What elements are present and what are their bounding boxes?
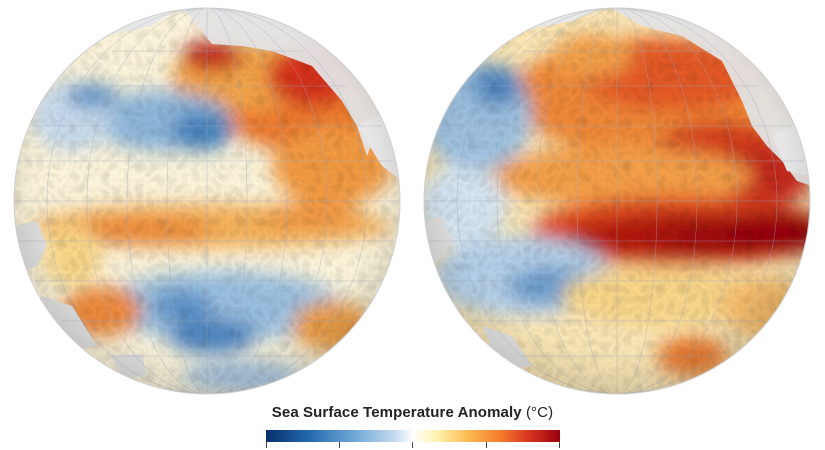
legend-unit: (°C) xyxy=(525,404,554,421)
colorbar-tick xyxy=(266,442,267,448)
globe-map-right xyxy=(422,6,812,396)
colorbar-tick xyxy=(559,442,560,448)
colorbar-tick xyxy=(486,442,487,448)
colorbar-tick xyxy=(412,442,413,448)
colorbar-tick xyxy=(339,442,340,448)
globe-map-left xyxy=(12,6,402,396)
color-scale-bar xyxy=(266,430,560,442)
legend: Sea Surface Temperature Anomaly (°C) xyxy=(0,404,825,422)
legend-title: Sea Surface Temperature Anomaly (°C) xyxy=(271,404,554,421)
